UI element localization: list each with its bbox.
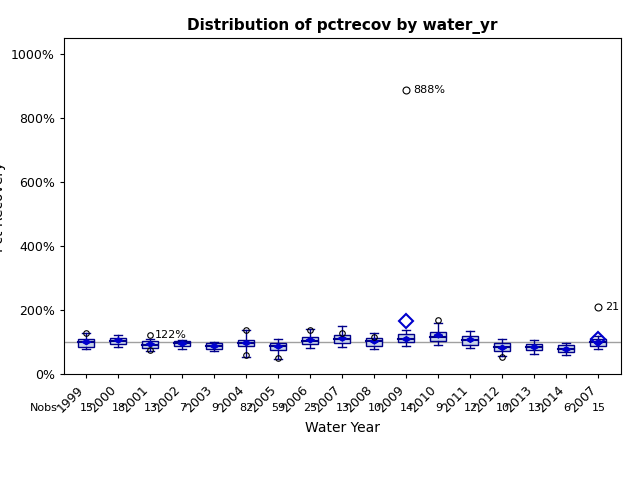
- Text: 25: 25: [303, 403, 317, 413]
- Text: 21: 21: [605, 301, 619, 312]
- Text: 6: 6: [563, 403, 570, 413]
- Bar: [270, 343, 287, 350]
- Polygon shape: [595, 340, 603, 345]
- Polygon shape: [115, 338, 123, 343]
- Text: 14: 14: [399, 403, 413, 413]
- Text: 82: 82: [239, 403, 253, 413]
- Polygon shape: [466, 337, 475, 342]
- Bar: [558, 345, 575, 352]
- Bar: [239, 340, 255, 346]
- Text: 13: 13: [335, 403, 349, 413]
- Bar: [494, 343, 511, 351]
- Bar: [334, 336, 351, 343]
- Polygon shape: [82, 339, 91, 345]
- X-axis label: Water Year: Water Year: [305, 420, 380, 435]
- Bar: [206, 343, 223, 349]
- Text: 10: 10: [367, 403, 381, 413]
- Polygon shape: [147, 342, 155, 347]
- Polygon shape: [563, 347, 571, 352]
- Polygon shape: [275, 344, 283, 349]
- Polygon shape: [530, 345, 539, 350]
- Polygon shape: [243, 340, 251, 346]
- Text: 7: 7: [179, 403, 186, 413]
- Text: 12: 12: [463, 403, 477, 413]
- Polygon shape: [338, 336, 347, 341]
- Text: 59: 59: [271, 403, 285, 413]
- Bar: [143, 341, 159, 348]
- Polygon shape: [498, 345, 507, 350]
- Text: 888%: 888%: [413, 85, 445, 95]
- Text: 10: 10: [495, 403, 509, 413]
- Text: 9: 9: [211, 403, 218, 413]
- Text: 122%: 122%: [155, 330, 187, 340]
- Bar: [462, 336, 479, 345]
- Text: 15: 15: [79, 403, 93, 413]
- Polygon shape: [307, 337, 315, 343]
- Polygon shape: [178, 341, 187, 346]
- Bar: [174, 341, 191, 346]
- Bar: [366, 337, 383, 346]
- Bar: [430, 332, 447, 341]
- Text: 15: 15: [591, 403, 605, 413]
- Text: 9: 9: [435, 403, 442, 413]
- Polygon shape: [434, 333, 443, 338]
- Bar: [111, 337, 127, 344]
- Text: 13: 13: [527, 403, 541, 413]
- Bar: [398, 335, 415, 342]
- Text: 18: 18: [111, 403, 125, 413]
- Title: Distribution of pctrecov by water_yr: Distribution of pctrecov by water_yr: [187, 18, 498, 34]
- Bar: [302, 336, 319, 344]
- Bar: [526, 344, 543, 350]
- Bar: [590, 338, 607, 346]
- Polygon shape: [402, 336, 411, 342]
- Text: 13: 13: [143, 403, 157, 413]
- Polygon shape: [210, 344, 219, 349]
- Y-axis label: Pct Recovery: Pct Recovery: [0, 161, 6, 252]
- Bar: [79, 339, 95, 347]
- Text: Nobs: Nobs: [29, 403, 58, 413]
- Polygon shape: [370, 339, 379, 344]
